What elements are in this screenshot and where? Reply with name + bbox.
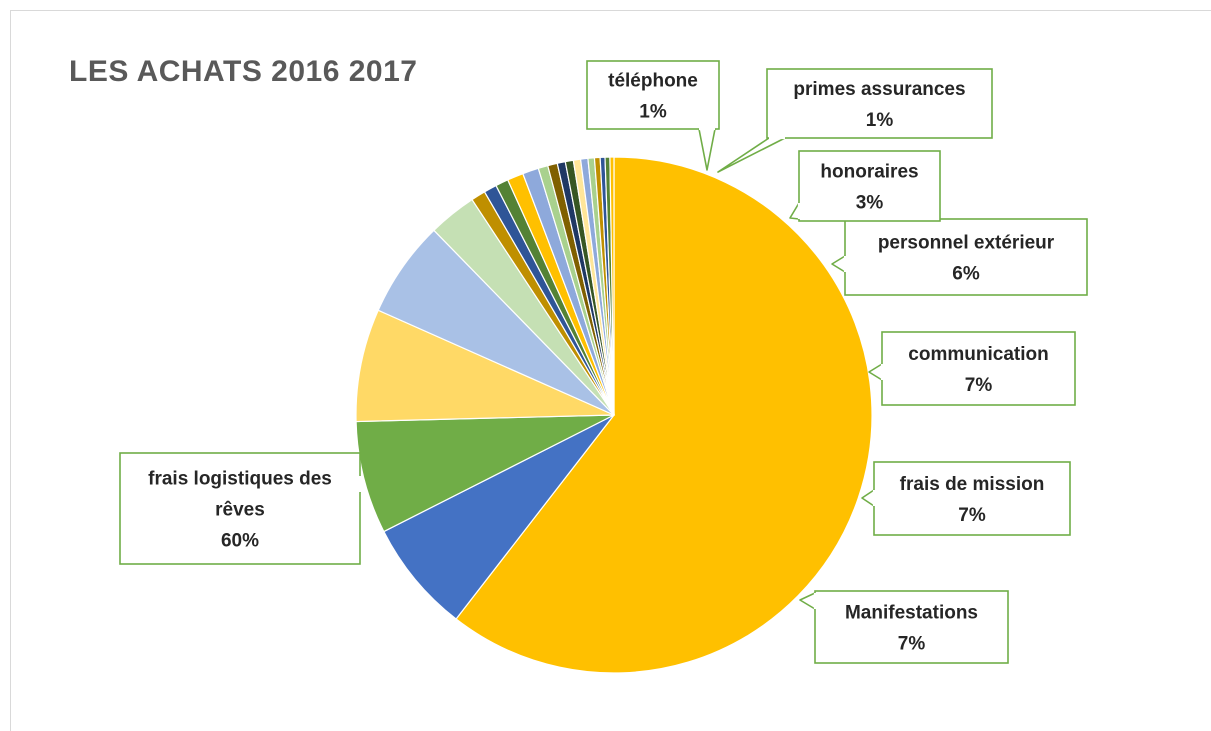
callout-honoraires: honoraires 3% xyxy=(797,150,941,222)
callout-box xyxy=(119,452,361,565)
callout-percent: 3% xyxy=(856,193,884,214)
callout-label: rêves xyxy=(215,500,265,521)
callout-percent: 7% xyxy=(898,634,926,655)
callout-leader-primes-assurances xyxy=(717,137,786,173)
callout-personnel-exterieur: personnel extérieur 6% xyxy=(843,218,1088,296)
pie-slice-unlabeled xyxy=(609,156,615,416)
callout-leader-honoraires xyxy=(789,202,800,220)
chart-title: LES ACHATS 2016 2017 xyxy=(69,55,418,88)
pie-slice-manifestations xyxy=(383,414,615,620)
callout-label: frais logistiques des xyxy=(148,469,332,490)
callout-frais-de-mission: frais de mission 7% xyxy=(872,461,1071,536)
callout-communication: communication 7% xyxy=(880,331,1076,406)
callout-box xyxy=(873,461,1071,536)
callout-manifestations: Manifestations 7% xyxy=(813,590,1009,664)
callout-label: frais de mission xyxy=(900,474,1045,495)
pie-slice-frais-logistiques-des-reves xyxy=(455,156,873,674)
callout-percent: 60% xyxy=(221,531,259,552)
callout-label: personnel extérieur xyxy=(878,233,1055,254)
callout-label: honoraires xyxy=(820,162,918,183)
pie-slice-communication xyxy=(355,309,615,423)
callout-leader-frais-de-mission xyxy=(861,489,875,507)
callout-leader-personnel-exterieur xyxy=(831,255,846,273)
callout-leader-communication xyxy=(868,363,883,381)
callout-percent: 7% xyxy=(958,505,986,526)
callout-telephone: téléphone 1% xyxy=(586,60,720,131)
callout-box xyxy=(844,218,1088,296)
callout-percent: 1% xyxy=(639,102,667,123)
callouts: frais logistiques des rêves 60% Manifestati… xyxy=(119,60,1088,664)
callout-label: téléphone xyxy=(608,71,698,92)
callout-frais-logistiques-des-reves: frais logistiques des rêves 60% xyxy=(119,452,362,565)
callout-label: Manifestations xyxy=(845,603,978,624)
callout-percent: 7% xyxy=(965,375,993,396)
callout-box xyxy=(766,68,993,139)
callout-box xyxy=(586,60,720,130)
callout-label: communication xyxy=(908,344,1048,365)
callout-percent: 1% xyxy=(866,110,894,131)
callout-label: primes assurances xyxy=(793,79,965,100)
callout-primes-assurances: primes assurances 1% xyxy=(766,68,993,140)
pie-slice-frais-de-mission xyxy=(355,414,615,533)
callout-leader-manifestations xyxy=(799,592,816,610)
pie-slices xyxy=(355,156,873,674)
callout-box xyxy=(881,331,1076,406)
callout-leader-telephone xyxy=(698,128,716,171)
callout-percent: 6% xyxy=(952,264,980,285)
callout-box xyxy=(798,150,941,222)
callout-box xyxy=(814,590,1009,664)
